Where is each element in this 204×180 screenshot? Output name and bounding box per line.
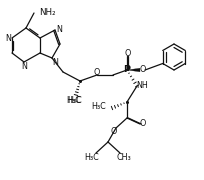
Text: O: O (140, 64, 146, 73)
Text: N: N (5, 33, 11, 42)
Text: N: N (56, 24, 62, 33)
Text: H₃C: H₃C (68, 96, 82, 105)
Text: H₃C: H₃C (85, 152, 99, 161)
Text: NH: NH (136, 80, 148, 89)
Text: O: O (111, 127, 117, 136)
Text: NH₂: NH₂ (39, 8, 56, 17)
Text: O: O (94, 68, 100, 76)
Text: N: N (52, 57, 58, 66)
Text: P: P (123, 64, 131, 73)
Text: O: O (125, 48, 131, 57)
Text: CH₃: CH₃ (117, 152, 131, 161)
Text: N: N (21, 62, 27, 71)
Polygon shape (127, 68, 140, 72)
Text: H₃C: H₃C (91, 102, 106, 111)
Text: H₃Ċ: H₃Ċ (67, 96, 81, 105)
Text: O: O (140, 120, 146, 129)
